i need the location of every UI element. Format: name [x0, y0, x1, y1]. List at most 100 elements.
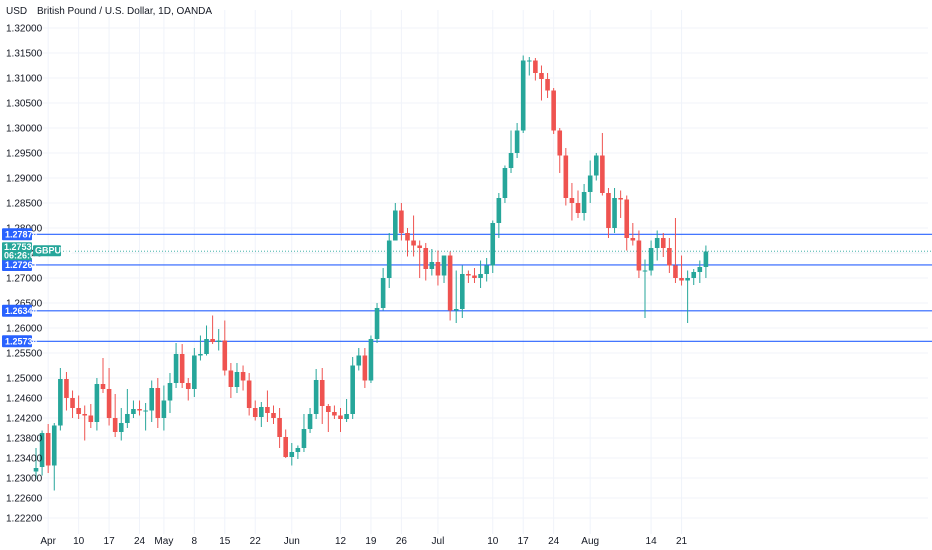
candle-body-down: [179, 354, 185, 383]
level-tag-text: 1.27261: [5, 260, 38, 270]
y-tick-label: 1.27000: [6, 274, 43, 285]
candle-body-up: [496, 198, 502, 223]
candle-body-down: [332, 412, 337, 416]
candle-body-up: [654, 238, 660, 248]
candle-body-up: [691, 272, 697, 278]
candle-body-up: [642, 270, 648, 272]
candle-body-up: [703, 251, 709, 267]
candle-body-down: [82, 414, 88, 416]
candle-body-down: [533, 60, 538, 73]
horizontal-levels-layer: [30, 233, 932, 342]
candle-body-up: [453, 309, 459, 311]
symbol-tag-text: GBPUSD: [35, 246, 74, 256]
candle-body-down: [563, 155, 569, 198]
y-tick-label: 1.23800: [6, 434, 43, 445]
candle-body-down: [618, 198, 623, 200]
candle-body-down: [106, 389, 112, 418]
axis-currency-label: USD: [6, 6, 27, 17]
y-tick-label: 1.25500: [6, 349, 43, 360]
candle-body-up: [143, 410, 148, 412]
candle-body-up: [685, 278, 690, 281]
y-tick-label: 1.25000: [6, 374, 43, 385]
candle-body-up: [125, 414, 130, 423]
candle-body-down: [466, 274, 471, 276]
candle-body-down: [447, 255, 453, 311]
candle-body-down: [362, 355, 368, 381]
level-tag-box: [2, 335, 32, 348]
current-price-tag-box: [2, 242, 32, 261]
candle-body-down: [417, 245, 422, 248]
x-tick-label: 17: [104, 536, 116, 547]
candle-body-up: [259, 407, 264, 417]
candle-body-up: [520, 60, 526, 131]
candle-body-down: [679, 278, 684, 281]
candle-body-down: [155, 388, 161, 418]
candle-body-down: [606, 193, 611, 228]
y-tick-label: 1.32000: [6, 24, 43, 35]
candle-body-up: [350, 365, 355, 414]
candle-body-down: [667, 248, 672, 266]
price-tags-layer: 1.27874 1.27261 1.26344 1.25734 1.2753606:26…: [2, 228, 74, 348]
chart-title: British Pound / U.S. Dollar, 1D, OANDA: [37, 6, 212, 17]
candle-body-up: [514, 130, 520, 153]
candle-body-down: [265, 407, 270, 413]
y-tick-label: 1.24600: [6, 394, 43, 405]
candle-body-up: [502, 168, 508, 198]
candle-body-up: [429, 262, 435, 269]
candle-body-down: [630, 238, 636, 241]
y-tick-label: 1.22200: [6, 514, 43, 525]
y-tick-label: 1.26000: [6, 324, 43, 335]
y-tick-label: 1.31500: [6, 49, 43, 60]
candle-body-up: [94, 384, 100, 422]
candle-body-down: [545, 79, 550, 91]
candle-body-up: [51, 425, 57, 466]
x-tick-label: 22: [250, 536, 262, 547]
x-tick-label: 24: [134, 536, 146, 547]
candle-body-down: [326, 406, 331, 412]
candle-body-down: [64, 379, 69, 398]
candle-body-up: [374, 308, 380, 339]
current-price-tag-text: 1.27536: [4, 242, 37, 252]
candle-body-up: [149, 388, 155, 411]
candle-body-up: [118, 423, 124, 432]
candle-body-down: [557, 130, 563, 156]
candle-body-up: [192, 355, 197, 389]
candle-body-down: [423, 248, 429, 269]
candle-body-down: [539, 73, 544, 79]
candle-body-up: [478, 274, 483, 278]
candle-body-up: [313, 380, 319, 414]
candle-body-up: [612, 198, 617, 228]
candle-body-down: [277, 418, 282, 437]
y-tick-label: 1.29000: [6, 174, 43, 185]
candle-body-up: [307, 414, 313, 429]
candle-body-up: [484, 265, 489, 274]
candles-layer: [33, 55, 709, 491]
candle-body-down: [45, 433, 51, 466]
level-tag-text: 1.25734: [5, 337, 38, 347]
x-tick-label: 14: [646, 536, 658, 547]
x-tick-label: 26: [396, 536, 408, 547]
candle-body-up: [161, 400, 167, 418]
candle-body-up: [301, 429, 307, 448]
candle-body-down: [271, 413, 276, 418]
candle-body-down: [112, 418, 118, 432]
candle-body-up: [344, 414, 349, 419]
candle-body-up: [490, 223, 496, 266]
candle-body-down: [283, 437, 288, 457]
level-tag-text: 1.27874: [5, 230, 38, 240]
candle-body-up: [460, 274, 465, 309]
x-tick-label: 15: [219, 536, 231, 547]
candle-body-down: [185, 383, 191, 389]
candle-body-up: [648, 248, 654, 271]
candle-body-up: [216, 340, 221, 342]
symbol-tag-box: [33, 245, 61, 257]
candle-body-down: [70, 398, 75, 408]
candle-body-down: [338, 415, 343, 419]
x-tick-label: 19: [365, 536, 377, 547]
candle-body-up: [587, 175, 593, 192]
level-tag-box: [2, 258, 32, 271]
y-tick-label: 1.22600: [6, 494, 43, 505]
candle-body-down: [551, 90, 556, 131]
time-axis[interactable]: Apr 10 17 24 May 8 15 22 Jun 12 19 26 Jul 10 17 24 Aug 14…: [40, 536, 687, 547]
